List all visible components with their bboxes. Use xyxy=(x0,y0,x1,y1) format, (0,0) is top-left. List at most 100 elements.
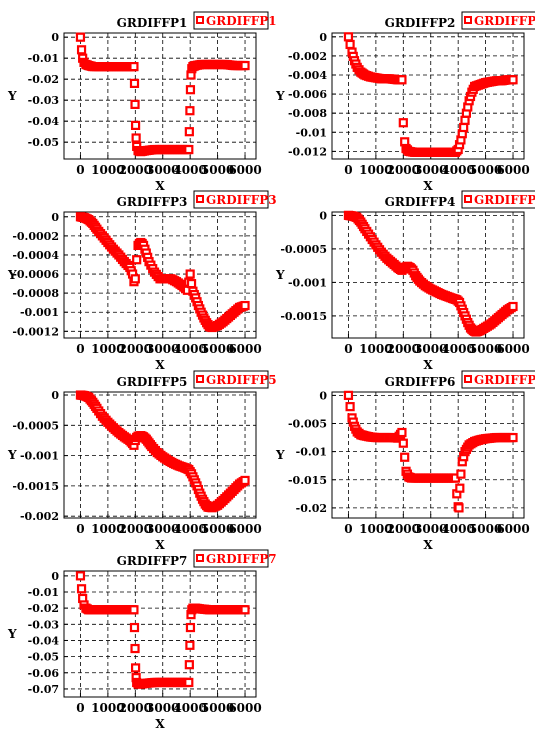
data-point xyxy=(345,39,355,50)
y-tick-label: -0.05 xyxy=(28,136,59,149)
y-tick-label: -0.03 xyxy=(28,94,59,107)
series-GRDIFFP3 xyxy=(75,212,250,333)
data-point xyxy=(132,255,142,265)
data-point xyxy=(400,452,410,462)
legend-box xyxy=(461,190,535,209)
x-tick-label: 6000 xyxy=(228,342,261,356)
y-tick-label: -0.07 xyxy=(28,683,59,696)
legend-marker xyxy=(464,375,472,383)
y-tick-label: -0.0005 xyxy=(12,419,59,432)
legend-label: GRDIFFP1 xyxy=(206,14,277,28)
x-tick-label: 5000 xyxy=(201,342,234,356)
y-tick-label: -0.001 xyxy=(20,450,59,463)
series-GRDIFFP1 xyxy=(75,32,250,157)
legend-box xyxy=(193,190,269,209)
y-tick-label: 0 xyxy=(51,31,59,44)
data-point xyxy=(240,605,250,615)
x-tick-label: 2000 xyxy=(387,522,420,536)
x-tick-label: 1000 xyxy=(91,701,124,715)
data-point xyxy=(129,78,140,89)
x-tick-label: 2000 xyxy=(119,522,152,536)
data-point xyxy=(184,144,194,155)
chart-title: GRDIFFP7 xyxy=(117,554,188,568)
x-tick-label: 6000 xyxy=(228,701,261,715)
chart-title: GRDIFFP5 xyxy=(117,375,188,389)
y-tick-label: -0.0004 xyxy=(12,249,59,262)
data-point xyxy=(130,120,141,131)
x-tick-label: 2000 xyxy=(387,163,420,177)
y-tick-label: 0 xyxy=(319,31,327,44)
data-point xyxy=(397,75,407,85)
data-point xyxy=(131,133,141,143)
y-tick-label: -0.05 xyxy=(28,651,59,664)
x-tick-label: 6000 xyxy=(496,163,529,177)
data-point xyxy=(398,438,408,448)
chart-title: GRDIFFP1 xyxy=(117,16,188,30)
x-tick-label: 4000 xyxy=(441,342,474,356)
y-tick-label: -0.005 xyxy=(288,418,327,431)
data-point xyxy=(130,274,140,284)
y-tick-label: -0.0015 xyxy=(12,480,59,493)
data-point xyxy=(185,640,195,650)
data-point xyxy=(185,622,196,633)
x-tick-label: 6000 xyxy=(228,522,261,536)
x-axis-label: X xyxy=(155,358,165,372)
x-tick-label: 0 xyxy=(76,701,84,715)
x-tick-label: 4000 xyxy=(173,163,206,177)
x-tick-label: 0 xyxy=(76,163,84,177)
x-tick-label: 5000 xyxy=(201,522,234,536)
x-tick-label: 2000 xyxy=(119,342,152,356)
y-tick-label: -0.012 xyxy=(288,145,327,158)
chart-title: GRDIFFP3 xyxy=(117,195,188,209)
data-point xyxy=(129,622,140,633)
y-tick-label: -0.0012 xyxy=(12,325,59,338)
legend-marker xyxy=(196,16,204,24)
x-tick-label: 0 xyxy=(76,342,84,356)
data-point xyxy=(343,390,354,400)
y-tick-label: 0 xyxy=(319,389,327,402)
data-point xyxy=(186,278,197,289)
legend-box xyxy=(461,11,535,30)
legend-box xyxy=(193,11,269,30)
legend-label: GRDIFFP3 xyxy=(206,193,277,207)
series-GRDIFFP4 xyxy=(343,210,518,337)
plot-frame xyxy=(331,32,525,160)
data-point xyxy=(455,483,465,493)
x-axis-label: X xyxy=(423,179,433,193)
x-axis-label: X xyxy=(423,358,433,372)
x-tick-label: 0 xyxy=(344,522,352,536)
x-tick-label: 5000 xyxy=(469,522,502,536)
chart-title: GRDIFFP2 xyxy=(385,16,456,30)
x-tick-label: 3000 xyxy=(146,342,179,356)
data-point xyxy=(130,663,141,673)
x-axis-label: X xyxy=(155,538,165,552)
legend-box xyxy=(193,549,269,568)
series-GRDIFFP7 xyxy=(75,571,250,689)
x-tick-label: 6000 xyxy=(228,163,261,177)
y-tick-label: -0.002 xyxy=(20,510,59,523)
legend-box xyxy=(461,370,535,389)
x-tick-label: 1000 xyxy=(91,522,124,536)
data-point xyxy=(75,571,86,581)
x-tick-label: 1000 xyxy=(91,163,124,177)
y-tick-label: -0.001 xyxy=(20,306,59,319)
data-point xyxy=(459,122,469,133)
y-tick-label: 0 xyxy=(319,209,327,222)
series-GRDIFFP2 xyxy=(343,32,518,157)
data-point xyxy=(129,605,139,615)
x-axis-label: X xyxy=(155,179,165,193)
y-axis-label: Y xyxy=(7,268,17,282)
data-point xyxy=(508,75,518,85)
y-tick-label: -0.01 xyxy=(28,586,59,599)
y-axis-label: Y xyxy=(7,89,17,103)
chart-title: GRDIFFP6 xyxy=(385,375,456,389)
y-tick-label: 0 xyxy=(51,211,59,224)
y-tick-label: -0.0002 xyxy=(12,230,59,243)
y-tick-label: -0.0006 xyxy=(12,268,59,281)
y-tick-label: -0.0015 xyxy=(280,310,327,323)
x-tick-label: 2000 xyxy=(119,163,152,177)
legend-marker xyxy=(196,375,204,383)
data-point xyxy=(76,45,87,55)
